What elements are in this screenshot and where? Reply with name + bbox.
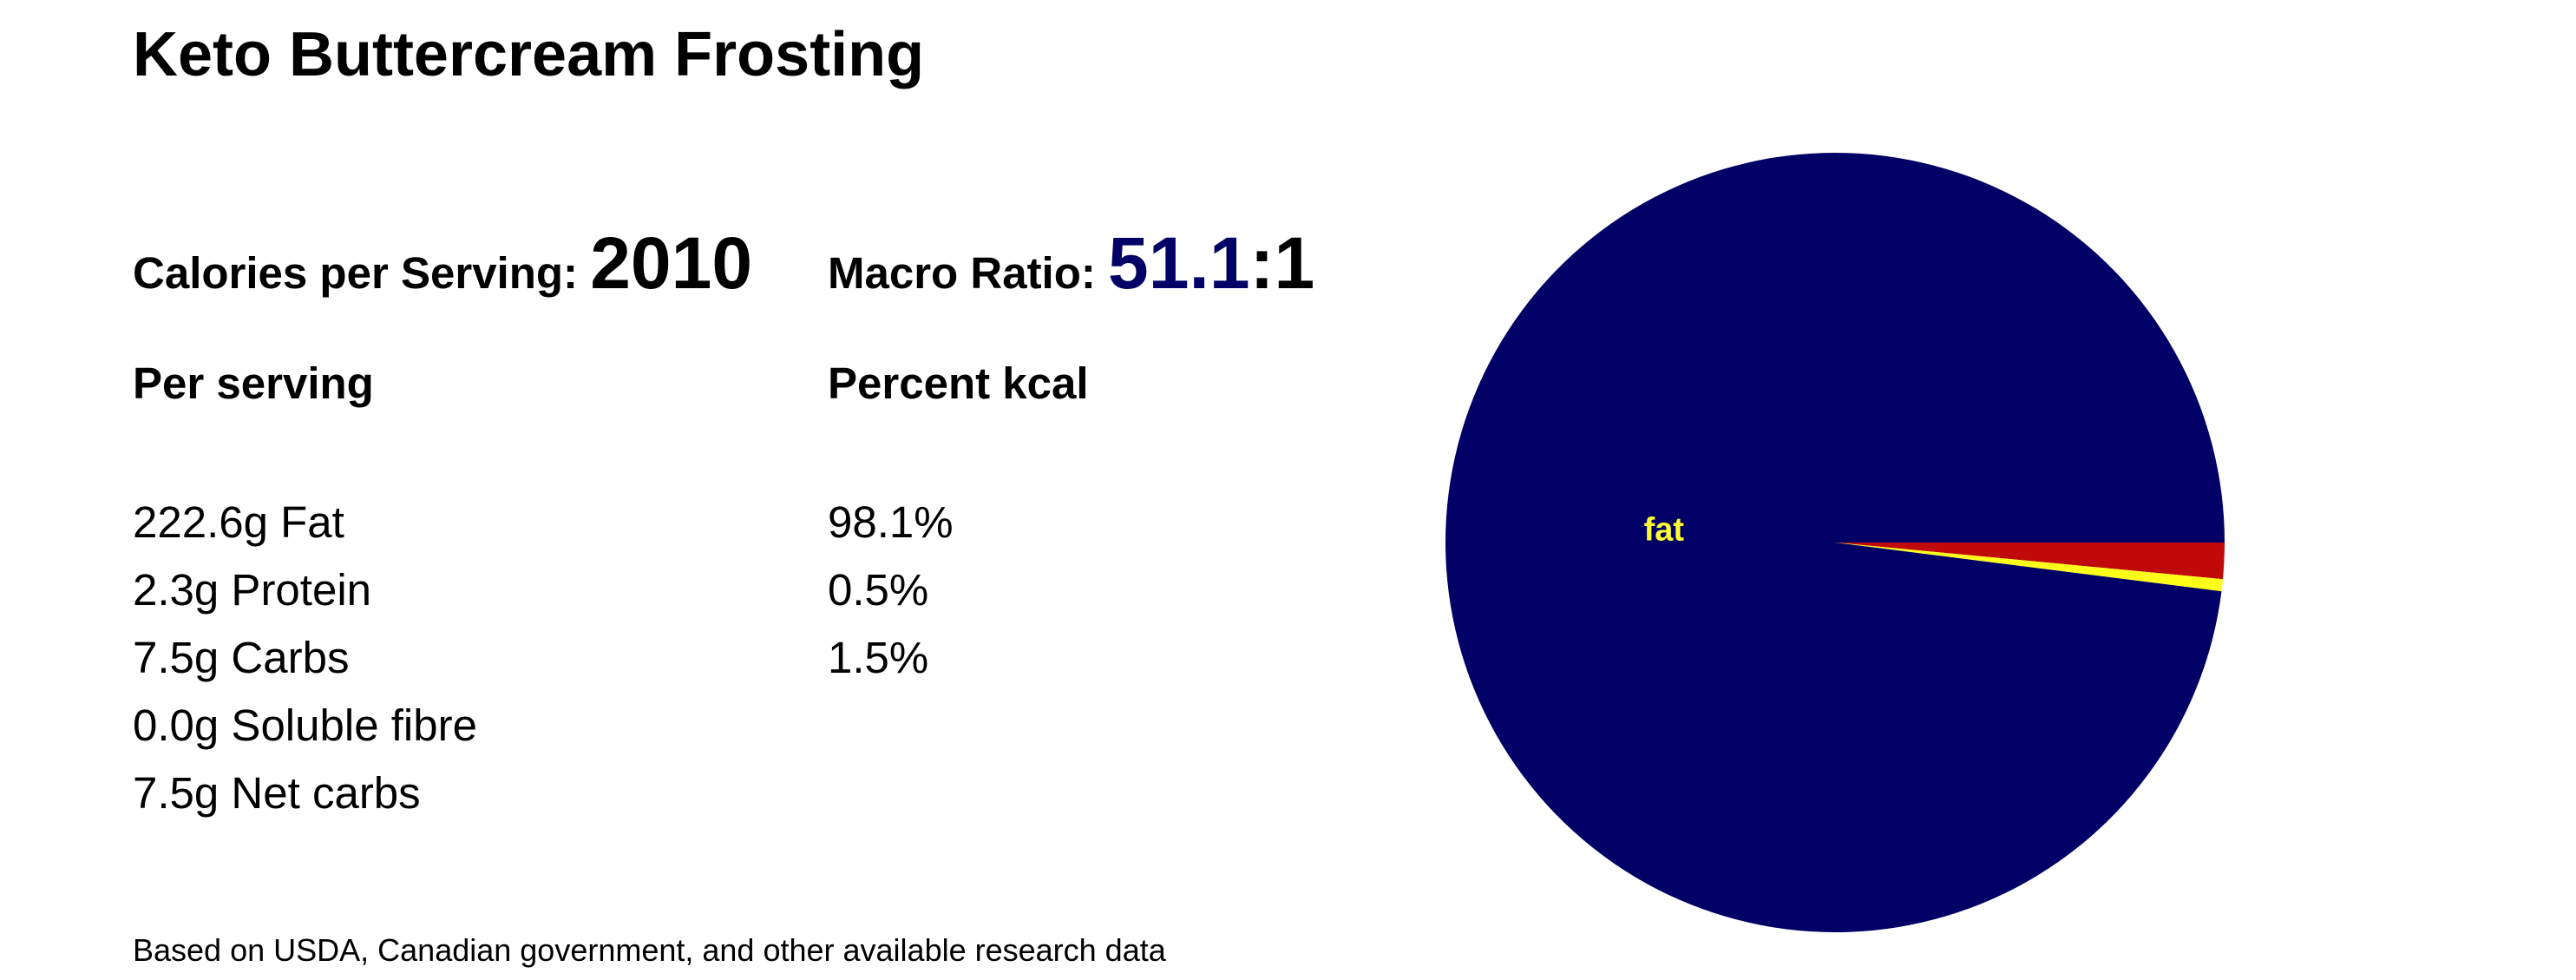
footnote: Based on USDA, Canadian government, and … <box>133 932 1166 968</box>
row: 0.0g Soluble fibre <box>133 700 477 750</box>
macro-ratio-label: Macro Ratio: <box>828 248 1096 298</box>
calories-value: 2010 <box>590 222 753 304</box>
row: 1.5% <box>828 633 929 682</box>
percent-kcal-list: 98.1% 0.5% 1.5% <box>828 489 954 692</box>
percent-kcal-header: Percent kcal <box>828 358 1089 408</box>
row: 98.1% <box>828 497 954 547</box>
title: Keto Buttercream Frosting <box>133 20 925 89</box>
calories-label: Calories per Serving: <box>133 248 579 298</box>
calories: Calories per Serving: 2010 <box>133 221 752 306</box>
per-serving-list: 222.6g Fat 2.3g Protein 7.5g Carbs 0.0g Sol… <box>133 489 477 827</box>
macro-ratio-value: 51.1 <box>1108 222 1250 304</box>
row: 2.3g Protein <box>133 565 372 615</box>
slice-label: fat <box>1644 512 1685 549</box>
row: 222.6g Fat <box>133 497 344 547</box>
macro-ratio-suffix: :1 <box>1249 222 1315 304</box>
pie-slice <box>1835 543 2224 592</box>
per-serving-header: Per serving <box>133 358 374 408</box>
row: 0.5% <box>828 565 929 615</box>
macro-ratio: Macro Ratio: 51.1:1 <box>828 221 1314 306</box>
row: 7.5g Carbs <box>133 633 350 682</box>
row: 7.5g Net carbs <box>133 768 421 818</box>
pie-slice <box>1835 543 2225 580</box>
pie-slice <box>1445 152 2225 932</box>
